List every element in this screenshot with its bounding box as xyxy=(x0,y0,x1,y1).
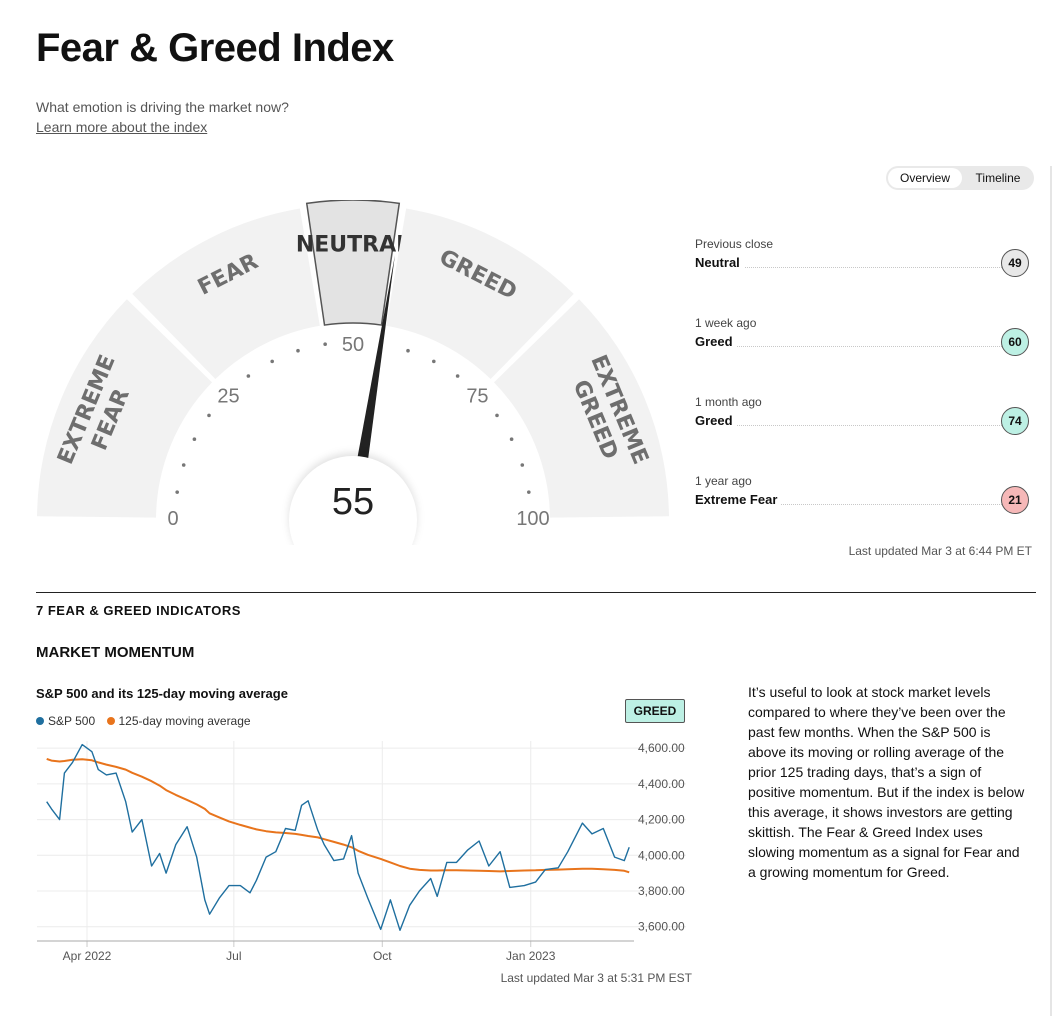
x-tick-label: Jul xyxy=(226,949,241,963)
gauge-scale-label: 25 xyxy=(217,386,239,408)
page-title: Fear & Greed Index xyxy=(36,26,394,70)
gauge-tick-dot xyxy=(509,437,514,441)
dotted-leader xyxy=(695,504,1002,505)
x-tick-label: Oct xyxy=(373,949,392,963)
history-label: Greed xyxy=(695,413,737,428)
gauge-segment-extreme-greed xyxy=(493,299,669,518)
history-item-1-week: 1 week ago Greed 60 xyxy=(695,316,1032,376)
history-when: 1 year ago xyxy=(695,474,752,488)
legend-label: S&P 500 xyxy=(48,714,96,728)
history-item-previous-close: Previous close Neutral 49 xyxy=(695,237,1032,297)
gauge-tick-dot xyxy=(432,359,436,364)
y-tick-label: 3,800.00 xyxy=(638,884,685,898)
gauge-segment-extreme-fear xyxy=(37,299,213,518)
gauge-last-updated: Last updated Mar 3 at 6:44 PM ET xyxy=(848,544,1032,558)
y-tick-label: 4,200.00 xyxy=(638,813,685,827)
market-momentum-heading: MARKET MOMENTUM xyxy=(36,644,195,661)
legend-item-moving-average: 125-day moving average xyxy=(106,714,251,728)
legend-item-sp500: S&P 500 xyxy=(36,714,95,728)
chart-title: S&P 500 and its 125-day moving average xyxy=(36,686,288,701)
section-divider xyxy=(36,592,1036,593)
gauge-tick-dot xyxy=(207,413,211,418)
gauge-tick-dot xyxy=(527,490,531,494)
chart-last-updated: Last updated Mar 3 at 5:31 PM EST xyxy=(500,971,692,985)
gauge-needle xyxy=(346,255,395,522)
gauge-tick-dot xyxy=(520,463,525,467)
gauge-segment-greed xyxy=(386,208,574,380)
gauge-tick-dot xyxy=(296,348,300,353)
gauge-segment-fear xyxy=(132,208,320,380)
legend-swatch xyxy=(36,717,44,725)
history-when: 1 week ago xyxy=(695,316,757,330)
gauge-tick-dot xyxy=(495,413,499,418)
gauge-scale-label: 0 xyxy=(167,508,178,530)
momentum-status-badge: GREED xyxy=(625,699,685,723)
history-value-badge: 49 xyxy=(1001,249,1029,277)
scrollbar-track[interactable] xyxy=(1050,166,1052,1016)
chart-legend: S&P 500 125-day moving average xyxy=(36,714,251,728)
history-item-1-year: 1 year ago Extreme Fear 21 xyxy=(695,474,1032,534)
gauge-scale-label: 50 xyxy=(342,334,364,356)
gauge-scale-label: 100 xyxy=(516,508,549,530)
gauge-tick-dot xyxy=(192,437,197,441)
view-toggle: Overview Timeline xyxy=(886,166,1034,190)
history-when: 1 month ago xyxy=(695,395,762,409)
series-line-125-day-moving-average xyxy=(46,757,630,874)
x-tick-label: Jan 2023 xyxy=(506,949,556,963)
indicators-heading: 7 FEAR & GREED INDICATORS xyxy=(36,603,241,618)
gauge-tick-dot xyxy=(181,463,186,467)
gauge-tick-dot xyxy=(323,342,327,346)
y-tick-label: 4,400.00 xyxy=(638,777,685,791)
sp500-line-chart: 4,600.00 4,400.00 4,200.00 4,000.00 3,800.00… xyxy=(37,741,686,963)
gauge-tick-dot xyxy=(246,374,251,378)
history-value-badge: 21 xyxy=(1001,486,1029,514)
history-item-1-month: 1 month ago Greed 74 xyxy=(695,395,1032,455)
tab-timeline[interactable]: Timeline xyxy=(975,171,1021,185)
history-value-badge: 60 xyxy=(1001,328,1029,356)
page-subtitle: What emotion is driving the market now? xyxy=(36,99,289,115)
x-tick-label: Apr 2022 xyxy=(63,949,112,963)
legend-swatch xyxy=(106,717,115,725)
gauge-segment-neutral xyxy=(305,200,401,326)
gauge-tick-dot xyxy=(270,359,274,364)
momentum-description: It’s useful to look at stock market leve… xyxy=(748,684,1025,880)
gauge-hub xyxy=(289,456,417,545)
history-value-badge: 74 xyxy=(1001,407,1029,435)
gauge-segment-label: NEUTRAL xyxy=(296,233,410,258)
gauge-tick-dot xyxy=(406,348,410,353)
series-line-s-p-500 xyxy=(46,743,630,932)
tab-overview[interactable]: Overview xyxy=(888,168,962,188)
svg-text:NEUTRAL: NEUTRAL xyxy=(296,233,410,258)
gauge-scale-label: 75 xyxy=(466,386,488,408)
history-label: Greed xyxy=(695,334,737,349)
gauge-tick-dot xyxy=(455,374,460,378)
y-tick-label: 4,600.00 xyxy=(638,741,685,755)
y-tick-label: 3,600.00 xyxy=(638,920,685,934)
history-label: Extreme Fear xyxy=(695,492,782,507)
history-when: Previous close xyxy=(695,237,774,251)
dotted-leader xyxy=(695,425,1002,426)
history-label: Neutral xyxy=(695,255,744,270)
gauge-inner xyxy=(158,325,548,520)
learn-more-link[interactable]: Learn more about the index xyxy=(36,119,208,135)
gauge-tick-dot xyxy=(175,490,179,494)
dotted-leader xyxy=(695,346,1002,347)
gauge-value: 55 xyxy=(332,481,374,523)
legend-label: 125-day moving average xyxy=(118,714,251,728)
dotted-leader xyxy=(695,267,1002,268)
y-tick-label: 4,000.00 xyxy=(638,848,685,862)
